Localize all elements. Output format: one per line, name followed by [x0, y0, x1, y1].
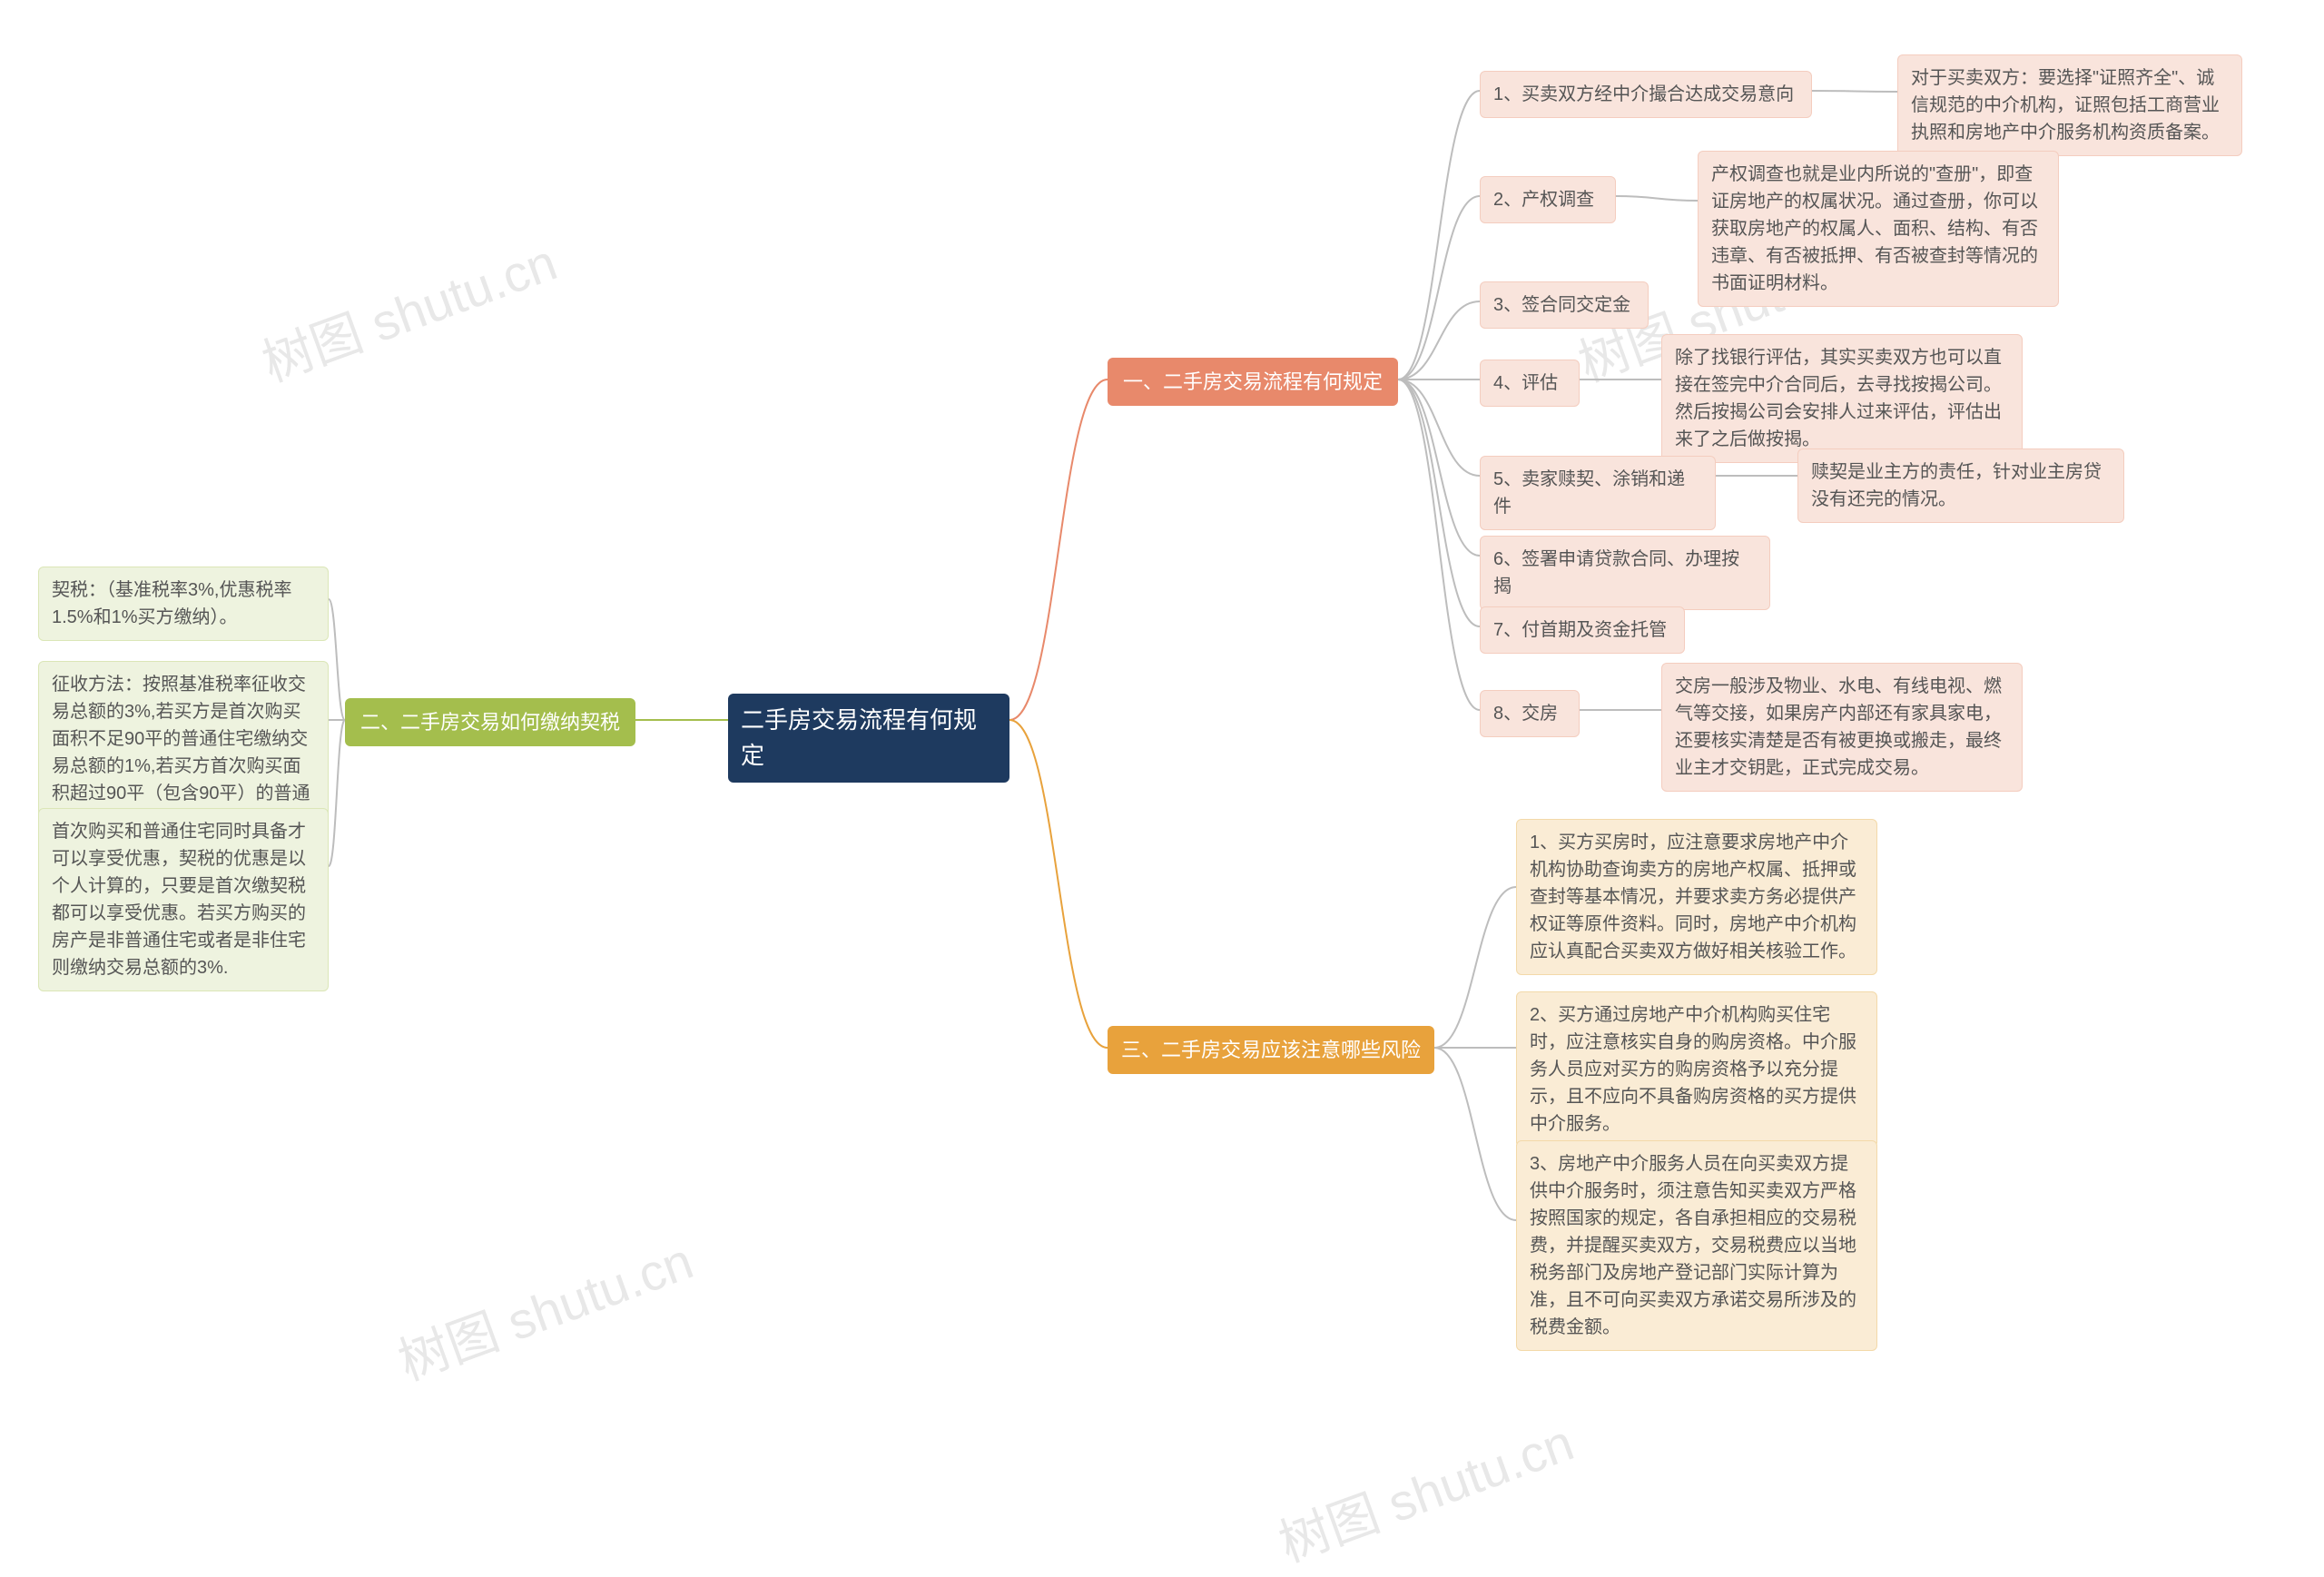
branch-1-child-8[interactable]: 8、交房	[1480, 690, 1580, 737]
branch-1-child-1-detail: 对于买卖双方：要选择"证照齐全"、诚信规范的中介机构，证照包括工商营业执照和房地…	[1897, 54, 2242, 156]
branch-2[interactable]: 二、二手房交易如何缴纳契税	[345, 698, 635, 746]
watermark: 树图 shutu.cn	[251, 222, 566, 396]
branch-1-child-6[interactable]: 6、签署申请贷款合同、办理按揭	[1480, 536, 1770, 610]
branch-1-child-4[interactable]: 4、评估	[1480, 360, 1580, 407]
watermark: 树图 shutu.cn	[1267, 1402, 1582, 1576]
branch-1-child-4-detail: 除了找银行评估，其实买卖双方也可以直接在签完中介合同后，去寻找按揭公司。然后按揭…	[1661, 334, 2023, 463]
branch-3-child-3: 3、房地产中介服务人员在向买卖双方提供中介服务时，须注意告知买卖双方严格按照国家…	[1516, 1140, 1877, 1351]
branch-1-child-1[interactable]: 1、买卖双方经中介撮合达成交易意向	[1480, 71, 1812, 118]
branch-3-child-1: 1、买方买房时，应注意要求房地产中介机构协助查询卖方的房地产权属、抵押或查封等基…	[1516, 819, 1877, 975]
branch-1-child-2-detail: 产权调查也就是业内所说的"查册"，即查证房地产的权属状况。通过查册，你可以获取房…	[1698, 151, 2059, 307]
root-node[interactable]: 二手房交易流程有何规定	[728, 694, 1009, 783]
branch-1-child-3[interactable]: 3、签合同交定金	[1480, 281, 1649, 329]
branch-1-child-8-detail: 交房一般涉及物业、水电、有线电视、燃气等交接，如果房产内部还有家具家电，还要核实…	[1661, 663, 2023, 792]
branch-2-child-1: 契税：（基准税率3%,优惠税率1.5%和1%买方缴纳）。	[38, 567, 329, 641]
branch-1-child-2[interactable]: 2、产权调查	[1480, 176, 1616, 223]
watermark: 树图 shutu.cn	[387, 1220, 702, 1395]
branch-3-child-2: 2、买方通过房地产中介机构购买住宅时，应注意核实自身的购房资格。中介服务人员应对…	[1516, 991, 1877, 1148]
branch-2-child-3: 首次购买和普通住宅同时具备才可以享受优惠，契税的优惠是以个人计算的，只要是首次缴…	[38, 808, 329, 991]
branch-3[interactable]: 三、二手房交易应该注意哪些风险	[1108, 1026, 1434, 1074]
branch-1-child-5-detail: 赎契是业主方的责任，针对业主房贷没有还完的情况。	[1797, 448, 2124, 523]
branch-1-child-5[interactable]: 5、卖家赎契、涂销和递件	[1480, 456, 1716, 530]
branch-1-child-7[interactable]: 7、付首期及资金托管	[1480, 606, 1685, 654]
branch-1[interactable]: 一、二手房交易流程有何规定	[1108, 358, 1398, 406]
